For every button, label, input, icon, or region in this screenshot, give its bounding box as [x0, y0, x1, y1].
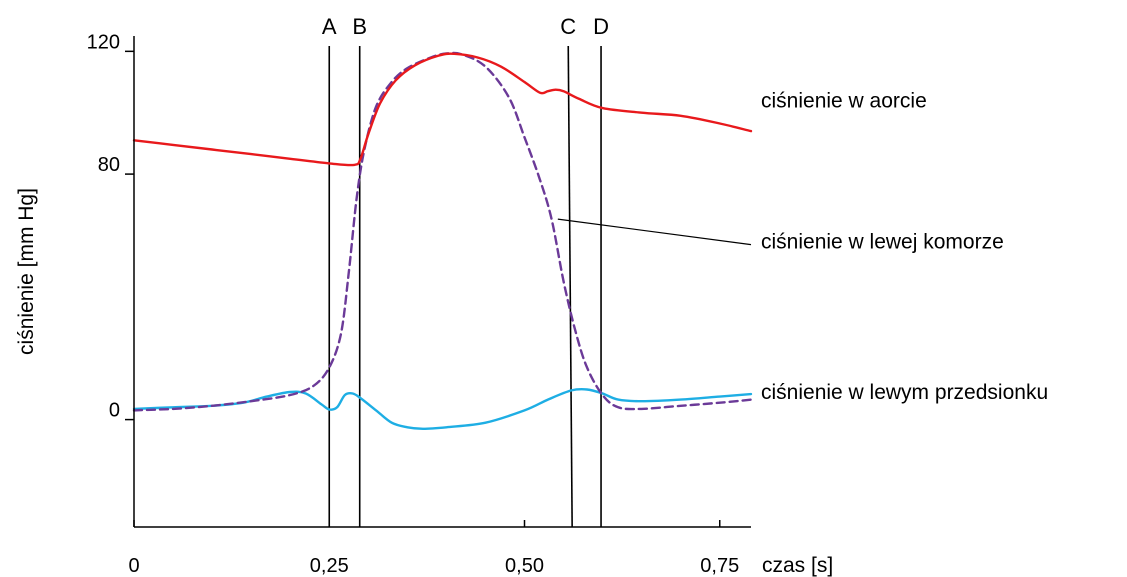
- leader-line-left-ventricle: [557, 218, 752, 246]
- series-label-aorta: ciśnienie w aorcie: [761, 89, 927, 112]
- marker-label-b: B: [352, 14, 367, 39]
- x-axis-title: czas [s]: [762, 554, 833, 577]
- marker-line-c: [567, 45, 573, 528]
- x-tick-label: 0: [128, 555, 139, 577]
- series-line-aorta: [132, 52, 753, 167]
- y-tick-label: 0: [109, 400, 120, 422]
- series-line-left-atrium: [132, 387, 753, 430]
- marker-label-c: C: [560, 14, 576, 39]
- y-tick-label: 120: [87, 31, 120, 53]
- x-tick-label: 0,25: [310, 555, 349, 577]
- marker-label-a: A: [322, 14, 337, 39]
- series-label-left-atrium: ciśnienie w lewym przedsionku: [761, 381, 1048, 404]
- series-lines: [132, 51, 753, 430]
- axes: 0 0,25 0,50 0,75 0 80 120 czas [s] ciśnienie [mm…: [15, 31, 833, 577]
- y-axis-title: ciśnienie [mm Hg]: [15, 188, 38, 355]
- x-tick-label: 0,75: [700, 555, 739, 577]
- y-tick-label: 80: [98, 154, 120, 176]
- series-labels: ciśnienie w aorcie ciśnienie w lewej komo…: [557, 89, 1048, 404]
- x-tick-label: 0,50: [505, 555, 544, 577]
- series-label-left-ventricle: ciśnienie w lewej komorze: [761, 231, 1004, 254]
- series-line-left-ventricle: [132, 51, 753, 412]
- marker-label-d: D: [593, 14, 609, 39]
